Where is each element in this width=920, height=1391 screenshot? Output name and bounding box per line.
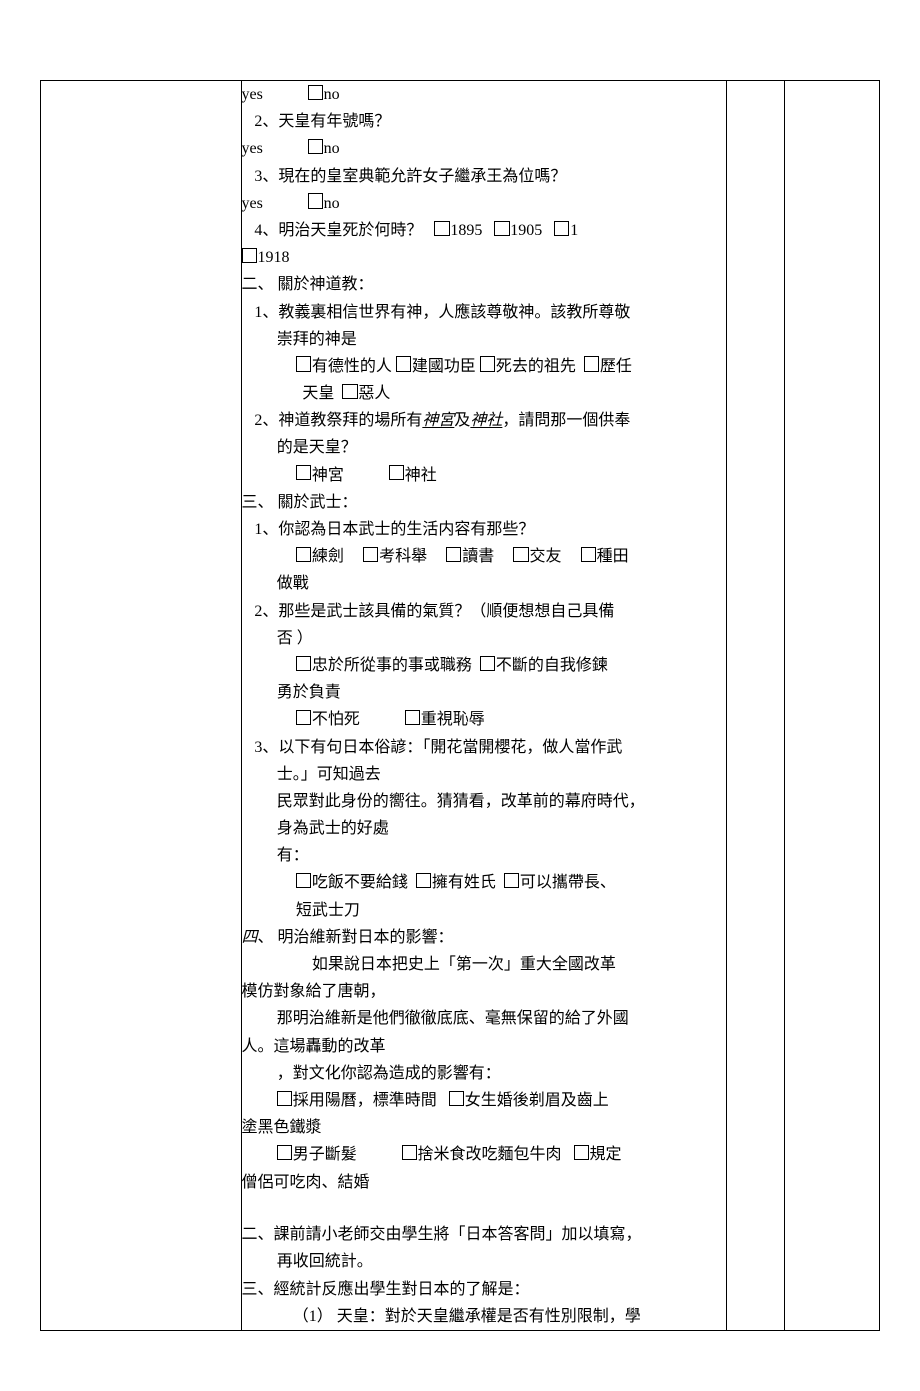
sec4-p3: ，對文化你認為造成的影響有： (242, 1060, 726, 1087)
sec3-q1: 1、你認為日本武士的生活内容有那些？ (242, 516, 726, 543)
outline-2b: 再收回統計。 (242, 1248, 726, 1275)
checkbox-icon[interactable] (554, 221, 569, 236)
checkbox-icon[interactable] (504, 873, 519, 888)
checkbox-icon[interactable] (574, 1145, 589, 1160)
checkbox-icon[interactable] (416, 873, 431, 888)
sec2-q2: 2、神道教祭拜的場所有神宮及神社，請問那一個供奉 (242, 407, 726, 434)
sec4-p1: 如果說日本把史上「第一次」重大全國改革 (242, 951, 726, 978)
checkbox-icon[interactable] (480, 356, 495, 371)
sec2-q1-options-l2: 天皇 惡人 (242, 380, 726, 407)
sec3-q3d: 身為武士的好處 (242, 815, 726, 842)
section-2-heading: 二、 關於神道教： (242, 271, 726, 298)
checkbox-icon[interactable] (296, 356, 311, 371)
checkbox-icon[interactable] (296, 465, 311, 480)
sec3-q1-tail: 做戰 (242, 570, 726, 597)
checkbox-icon[interactable] (242, 248, 257, 263)
sec3-q3c: 民眾對此身份的嚮往。猜猜看，改革前的幕府時代， (242, 788, 726, 815)
underlined-term: 神社 (470, 412, 502, 429)
sec4-tail1: 塗黑色鐵漿 (242, 1114, 726, 1141)
checkbox-icon[interactable] (296, 547, 311, 562)
underlined-term: 神宮 (422, 412, 454, 429)
checkbox-icon[interactable] (584, 356, 599, 371)
sec4-p2b: 人。這場轟動的改革 (242, 1033, 726, 1060)
question-4: 4、明治天皇死於何時？ 1895 1905 1 (242, 217, 726, 244)
yes-no-line: yesno (242, 190, 726, 217)
sec3-q2-options-l1: 忠於所從事的事或職務 不斷的自我修鍊 (242, 652, 726, 679)
question-4-extra: 1918 (242, 244, 726, 271)
checkbox-icon[interactable] (296, 710, 311, 725)
sec4-opts-l2: 男子斷髮捨米食改吃麵包牛肉 規定 (242, 1141, 726, 1168)
checkbox-icon[interactable] (513, 547, 528, 562)
sec3-q1-options: 練劍考科舉讀書交友種田 (242, 543, 726, 570)
sec4-opts-l1: 採用陽曆，標準時間 女生婚後剃眉及齒上 (242, 1087, 726, 1114)
right-column-2 (785, 81, 880, 1331)
outline-3: 三、經統計反應出學生對日本的了解是： (242, 1276, 726, 1303)
sec2-q2b: 的是天皇？ (242, 434, 726, 461)
checkbox-icon[interactable] (308, 139, 323, 154)
sec3-q3-options: 吃飯不要給錢 擁有姓氏 可以攜帶長、 (242, 869, 726, 896)
checkbox-icon[interactable] (449, 1091, 464, 1106)
outline-3-1: （1） 天皇：對於天皇繼承權是否有性別限制，學 (242, 1303, 726, 1330)
checkbox-icon[interactable] (446, 547, 461, 562)
checkbox-icon[interactable] (480, 656, 495, 671)
yes-no-line: yesno (242, 135, 726, 162)
checkbox-icon[interactable] (396, 356, 411, 371)
sec2-q1b: 崇拜的神是 (242, 326, 726, 353)
checkbox-icon[interactable] (296, 656, 311, 671)
sec3-q2: 2、那些是武士該具備的氣質？（順便想想自己具備 (242, 598, 726, 625)
question-2: 2、天皇有年號嗎？ (242, 108, 726, 135)
sec4-p2: 那明治維新是他們徹徹底底、毫無保留的給了外國 (242, 1005, 726, 1032)
checkbox-icon[interactable] (405, 710, 420, 725)
checkbox-icon[interactable] (296, 873, 311, 888)
sec4-p1b: 模仿對象給了唐朝， (242, 978, 726, 1005)
sec2-q1-options: 有德性的人 建國功臣 死去的祖先 歷任 (242, 353, 726, 380)
sec3-q3-tail: 短武士刀 (242, 897, 726, 924)
sec3-q2-options-l2: 不怕死重視恥辱 (242, 706, 726, 733)
sec3-q3a: 3、以下有句日本俗諺：「開花當開櫻花，做人當作武 (242, 734, 726, 761)
checkbox-icon[interactable] (434, 221, 449, 236)
checkbox-icon[interactable] (581, 547, 596, 562)
checkbox-icon[interactable] (308, 85, 323, 100)
sec2-q2-options: 神宮神社 (242, 462, 726, 489)
sec3-q2b: 否 ） (242, 625, 726, 652)
sec4-tail2: 僧侶可吃肉、結婚 (242, 1169, 726, 1196)
checkbox-icon[interactable] (389, 465, 404, 480)
outline-2: 二、課前請小老師交由學生將「日本答客問」加以填寫， (242, 1221, 726, 1248)
section-4-heading: 四、 明治維新對日本的影響： (242, 924, 726, 951)
left-column (41, 81, 242, 1331)
question-3: 3、現在的皇室典範允許女子繼承王為位嗎？ (242, 163, 726, 190)
checkbox-icon[interactable] (277, 1091, 292, 1106)
sec3-q3e: 有： (242, 842, 726, 869)
checkbox-icon[interactable] (494, 221, 509, 236)
document-table: yesno 2、天皇有年號嗎？ yesno 3、現在的皇室典範允許女子繼承王為位… (40, 80, 880, 1331)
checkbox-icon[interactable] (342, 384, 357, 399)
sec3-q2-tail1: 勇於負責 (242, 679, 726, 706)
section-3-heading: 三、 關於武士： (242, 489, 726, 516)
right-column-1 (726, 81, 784, 1331)
sec2-q1: 1、教義裏相信世界有神，人應該尊敬神。該教所尊敬 (242, 299, 726, 326)
yes-no-line: yesno (242, 81, 726, 108)
blank-line (242, 1196, 726, 1222)
section-number-italic: 四 (242, 929, 258, 946)
checkbox-icon[interactable] (402, 1145, 417, 1160)
checkbox-icon[interactable] (277, 1145, 292, 1160)
checkbox-icon[interactable] (308, 193, 323, 208)
sec3-q3b: 士。」可知過去 (242, 761, 726, 788)
checkbox-icon[interactable] (363, 547, 378, 562)
content-column: yesno 2、天皇有年號嗎？ yesno 3、現在的皇室典範允許女子繼承王為位… (241, 81, 726, 1331)
